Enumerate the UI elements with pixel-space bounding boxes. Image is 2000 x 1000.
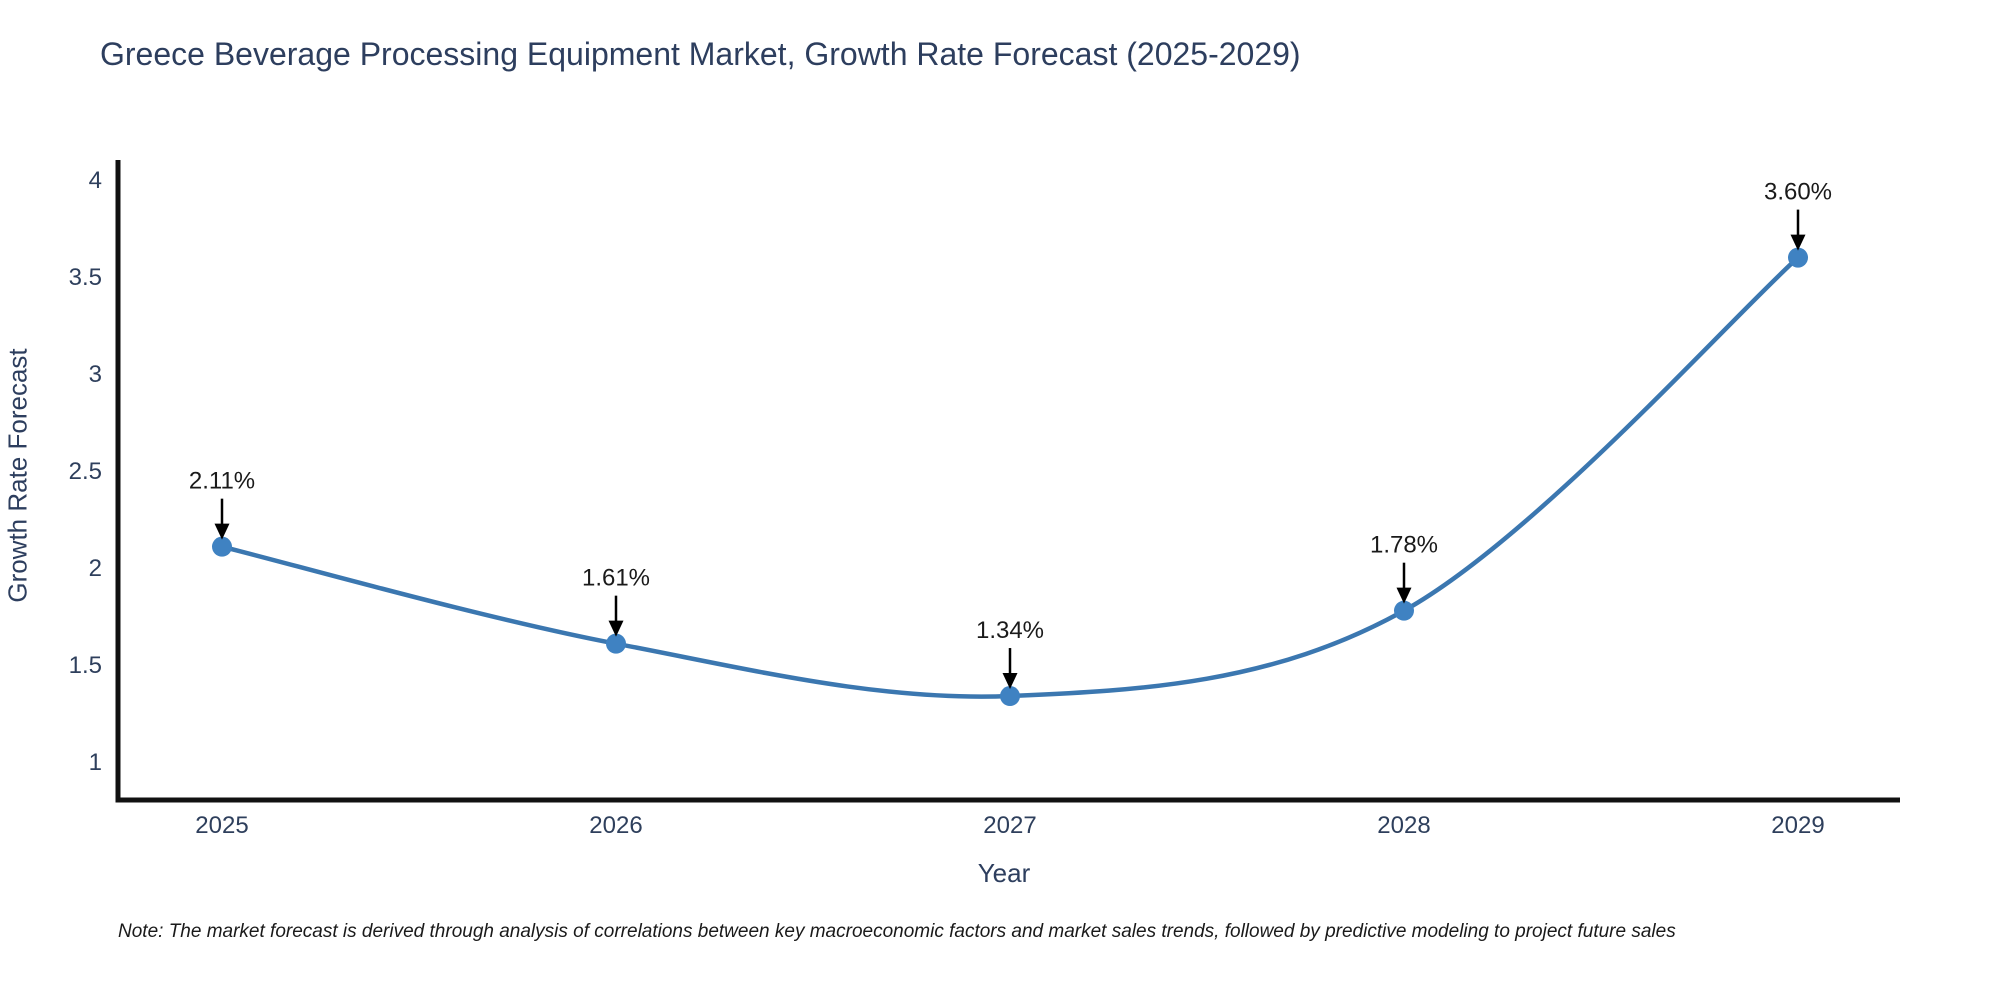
data-point-marker [1788, 247, 1808, 268]
y-tick-label: 1.5 [69, 652, 102, 679]
data-point-marker [212, 536, 232, 557]
footnote: Note: The market forecast is derived thr… [118, 921, 1676, 942]
x-tick-label: 2029 [1771, 812, 1824, 839]
x-tick-label: 2027 [983, 812, 1036, 839]
x-axis-title: Year [977, 858, 1031, 888]
y-tick-label: 4 [89, 167, 102, 194]
y-axis-title: Growth Rate Forecast [2, 348, 33, 603]
annotation-arrowhead-icon [214, 523, 230, 540]
y-tick-label: 1 [89, 749, 102, 776]
x-tick-label: 2026 [589, 812, 642, 839]
point-value-label: 2.11% [189, 468, 255, 495]
data-point-marker [606, 633, 626, 654]
y-tick-label: 3.5 [69, 264, 102, 291]
y-tick-label: 3 [89, 361, 102, 388]
point-value-label: 1.78% [1370, 532, 1438, 559]
point-value-label: 1.34% [976, 617, 1044, 644]
x-tick-label: 2025 [195, 812, 248, 839]
point-value-label: 1.61% [582, 565, 650, 592]
annotation-arrowhead-icon [1002, 673, 1018, 690]
annotation-arrowhead-icon [608, 620, 624, 637]
x-tick-label: 2028 [1377, 812, 1430, 839]
y-tick-label: 2.5 [69, 458, 102, 485]
annotation-arrowhead-icon [1396, 587, 1412, 604]
chart-title: Greece Beverage Processing Equipment Mar… [100, 36, 1301, 72]
annotation-arrowhead-icon [1790, 234, 1806, 251]
y-tick-label: 2 [89, 555, 102, 582]
data-point-marker [1000, 686, 1020, 707]
point-value-label: 3.60% [1764, 179, 1832, 206]
data-point-marker [1394, 600, 1414, 621]
